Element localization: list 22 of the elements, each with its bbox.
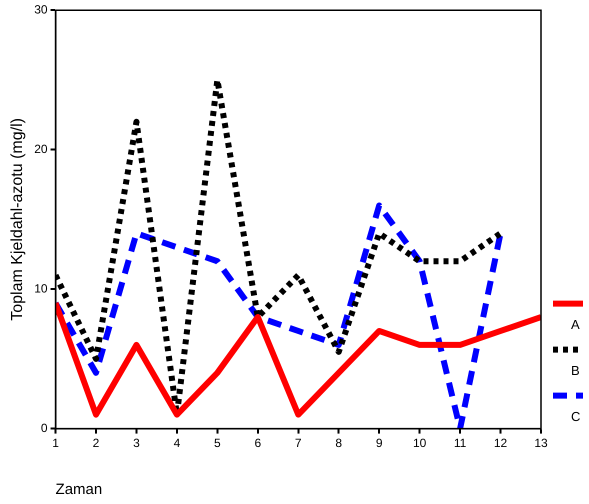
x-tick-label: 10 — [412, 436, 427, 450]
x-tick-label: 12 — [494, 436, 508, 450]
x-tick-label: 3 — [133, 436, 140, 450]
x-tick-label: 13 — [534, 436, 548, 450]
x-tick-label: 9 — [376, 436, 383, 450]
x-axis-title: Zaman — [56, 481, 102, 498]
legend-label: A — [571, 317, 580, 332]
y-tick-label: 10 — [34, 281, 48, 296]
x-tick-label: 5 — [214, 436, 222, 450]
x-tick-label: 11 — [454, 436, 467, 450]
y-tick-label: 30 — [34, 2, 48, 17]
legend-label: C — [571, 409, 580, 424]
x-tick-label: 6 — [254, 436, 262, 450]
x-tick-label: 8 — [335, 436, 342, 450]
x-tick-label: 7 — [294, 436, 302, 450]
x-tick-label: 4 — [174, 436, 181, 450]
y-tick-label: 20 — [34, 142, 48, 156]
legend-label: B — [571, 363, 580, 378]
y-axis-title: Toplam Kjeldahl-azotu (mg/l) — [9, 118, 26, 321]
x-tick-label: 1 — [52, 436, 60, 450]
y-tick-label: 0 — [40, 420, 48, 435]
x-tick-label: 2 — [92, 436, 100, 450]
